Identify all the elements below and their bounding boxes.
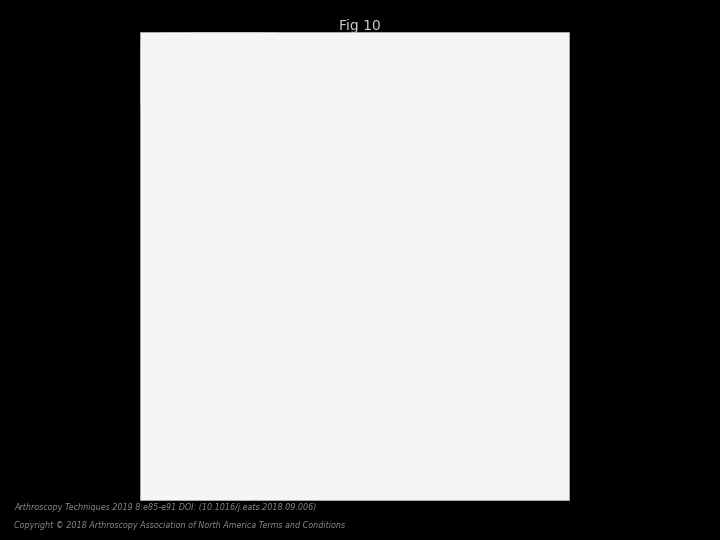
Polygon shape [290, 149, 351, 224]
Polygon shape [140, 32, 346, 228]
Text: A2: A2 [209, 352, 223, 361]
Text: Triceps tendon
advanced further: Triceps tendon advanced further [402, 225, 480, 245]
Polygon shape [351, 70, 419, 172]
Polygon shape [342, 205, 376, 252]
Text: Humerus: Humerus [396, 119, 460, 134]
Text: Radius: Radius [273, 289, 317, 301]
Text: B2: B2 [256, 389, 270, 399]
Text: Fig 10: Fig 10 [339, 19, 381, 33]
Text: Pull on A2
and C2: Pull on A2 and C2 [145, 276, 189, 296]
Polygon shape [192, 32, 342, 224]
Text: Ulna: Ulna [421, 316, 444, 338]
Text: Copyright © 2018 Arthroscopy Association of North America Terms and Conditions: Copyright © 2018 Arthroscopy Association… [14, 521, 346, 530]
Polygon shape [333, 135, 380, 200]
Text: Pull on A2
and C2: Pull on A2 and C2 [509, 113, 554, 132]
Text: A1: A1 [406, 71, 420, 81]
Text: Knot snugged
down: Knot snugged down [175, 163, 322, 182]
Text: D2: D2 [509, 258, 523, 268]
Text: Arthroscopy Techniques 2019 8:e85-e91 DOI: (10.1016/j.eats.2018.09.006): Arthroscopy Techniques 2019 8:e85-e91 DO… [14, 503, 317, 512]
Text: C1: C1 [183, 230, 197, 240]
Text: B1: B1 [265, 323, 279, 333]
Text: Triceps: Triceps [263, 39, 343, 55]
Text: D1: D1 [520, 207, 534, 217]
Polygon shape [286, 196, 351, 383]
Text: C2: C2 [547, 158, 562, 167]
Polygon shape [355, 182, 441, 360]
